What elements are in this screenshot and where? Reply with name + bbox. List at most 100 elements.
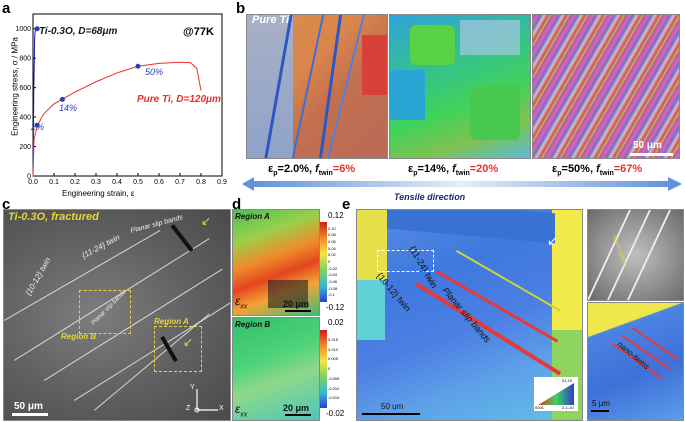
eps-symbol: ε [552, 163, 558, 175]
legend-ti-0-3o: Ti-0.3O, D=68μm [39, 26, 118, 37]
panel-d-letter: d [232, 196, 242, 213]
colorbar-a [320, 222, 327, 302]
caption-14pct: εp=14%, ftwin=20% [408, 163, 498, 177]
y-tick-label: 200 [19, 144, 31, 151]
x-tick-label: 0.7 [175, 179, 185, 186]
twin-value: =20% [469, 163, 499, 175]
twin-value: =67% [613, 163, 643, 175]
ipf-label-0110: 01-10 [562, 378, 573, 383]
x-tick-label: 0.1 [49, 179, 59, 186]
data-marker-3 [135, 63, 141, 69]
ipf-legend-triangle [534, 377, 578, 411]
y-tick-label: 800 [19, 56, 31, 63]
arrow-c-mid: ↙ [183, 335, 194, 349]
strain-symbol: ε [235, 294, 241, 308]
colorbar-b [320, 330, 327, 408]
panel-e-letter: e [342, 196, 351, 213]
legend-pure-ti: Pure Ti, D=120μm [137, 94, 221, 105]
f-sub: twin [318, 170, 333, 178]
ipf-label-2110: 2-1-10 [562, 405, 574, 410]
y-tick-label: 1000 [15, 26, 31, 33]
scale-bar-e [362, 413, 420, 415]
axis-z-label: Z [186, 405, 191, 412]
scale-bar-e-inset [591, 410, 609, 412]
colorbar-b-max: 0.02 [328, 318, 344, 327]
eps-symbol: ε [268, 163, 274, 175]
colorbar-tick-label: -0.06 [328, 279, 338, 284]
colorbar-tick-label: -0.04 [328, 272, 338, 278]
scale-bar-e-label: 50 um [381, 402, 404, 411]
colorbar-tick-label: 0.04 [328, 245, 336, 251]
region-b-label-c: Region B [61, 332, 97, 341]
strain-map-region-a [232, 209, 320, 316]
scale-bar-d-a [285, 310, 311, 312]
arrow-e-white: ↙ [547, 233, 558, 248]
panel-c-letter: c [2, 196, 11, 213]
axis-triad [194, 389, 218, 413]
colorbar-tick-label: -0.015 [328, 395, 340, 401]
stress-strain-chart: 0.0 0.1 0.2 0.3 0.4 0.5 0.6 0.7 0.8 0.9 0 200 400 600… [15, 13, 227, 186]
x-tick-label: 0.5 [133, 179, 143, 186]
data-marker-1 [34, 122, 40, 128]
inset-nano-twins-ebsd [587, 302, 684, 421]
eps-sub: p [557, 170, 562, 178]
colorbar-tick-label: 0 [328, 259, 331, 264]
marker-label-14: 14% [59, 103, 78, 113]
series-line-1 [32, 61, 202, 177]
strain-symbol: ε [235, 402, 241, 416]
f-sub: twin [599, 170, 614, 178]
colorbar-tick-label: 0.06 [328, 239, 336, 244]
plot-frame [32, 13, 223, 177]
tensile-direction-label: Tensile direction [394, 192, 466, 202]
marker-label-2: 2% [31, 122, 45, 132]
strain-value: =2.0%, [277, 163, 316, 175]
scale-bar-e-inset-label: 5 μm [592, 399, 610, 408]
panel-a-letter: a [2, 0, 11, 17]
data-marker-0 [34, 26, 40, 32]
colorbar-tick-label: 0 [328, 366, 331, 371]
tensile-direction-arrow [242, 177, 682, 191]
x-tick-label: 0.8 [196, 179, 206, 186]
f-symbol: f [315, 163, 319, 175]
scale-bar-c [12, 413, 48, 416]
scale-bar-d-b [285, 414, 311, 416]
scale-bar-d-a-label: 20 μm [283, 299, 310, 309]
y-tick-label: 0 [27, 174, 31, 181]
arrow-c-top: ↙ [201, 214, 212, 228]
panel-b-letter: b [236, 0, 246, 17]
fractured-title: Ti-0.3O, fractured [8, 211, 99, 223]
data-marker-2 [59, 96, 65, 102]
ebsd-map-2pct [246, 14, 388, 159]
region-a-label-c: Region A [154, 317, 189, 326]
x-tick-label: 0.3 [91, 179, 101, 186]
eps-sub: p [273, 170, 278, 178]
scale-bar-d-b-label: 20 μm [283, 403, 310, 413]
colorbar-b-min: -0.02 [326, 409, 345, 418]
twin-value: =6% [332, 163, 356, 175]
x-tick-label: 0.4 [112, 179, 122, 186]
colorbar-tick-label: -0.1 [328, 292, 335, 298]
marker-label-50: 50% [145, 67, 164, 77]
strain-value: =14%, [417, 163, 453, 175]
y-tick-label: 600 [19, 85, 31, 92]
strain-label-b: εxx [235, 402, 247, 418]
colorbar-tick-label: -0.005 [328, 375, 340, 381]
strain-map-region-b [232, 317, 320, 421]
x-tick-label: 0.6 [154, 179, 164, 186]
ebsd-map-14pct [389, 14, 531, 159]
f-sub: twin [455, 170, 470, 178]
colorbar-tick-label: 0.10 [328, 225, 336, 231]
scale-bar-b-label: 50 μm [633, 140, 662, 151]
colorbar-tick-label: -0.08 [328, 285, 338, 291]
eps-symbol: ε [408, 163, 414, 175]
eps-sub: p [413, 170, 418, 178]
region-a-label-d: Region A [235, 212, 270, 221]
colorbar-tick-label: 0.02 [328, 252, 336, 258]
pure-ti-label: Pure Ti [252, 14, 290, 26]
axis-x-label: X [219, 405, 224, 412]
colorbar-tick-label: 0.015 [328, 336, 339, 342]
strain-sub: xx [240, 303, 248, 311]
strain-sub: xx [240, 411, 248, 419]
colorbar-a-max: 0.12 [328, 211, 344, 220]
x-tick-label: 0.2 [70, 179, 80, 186]
